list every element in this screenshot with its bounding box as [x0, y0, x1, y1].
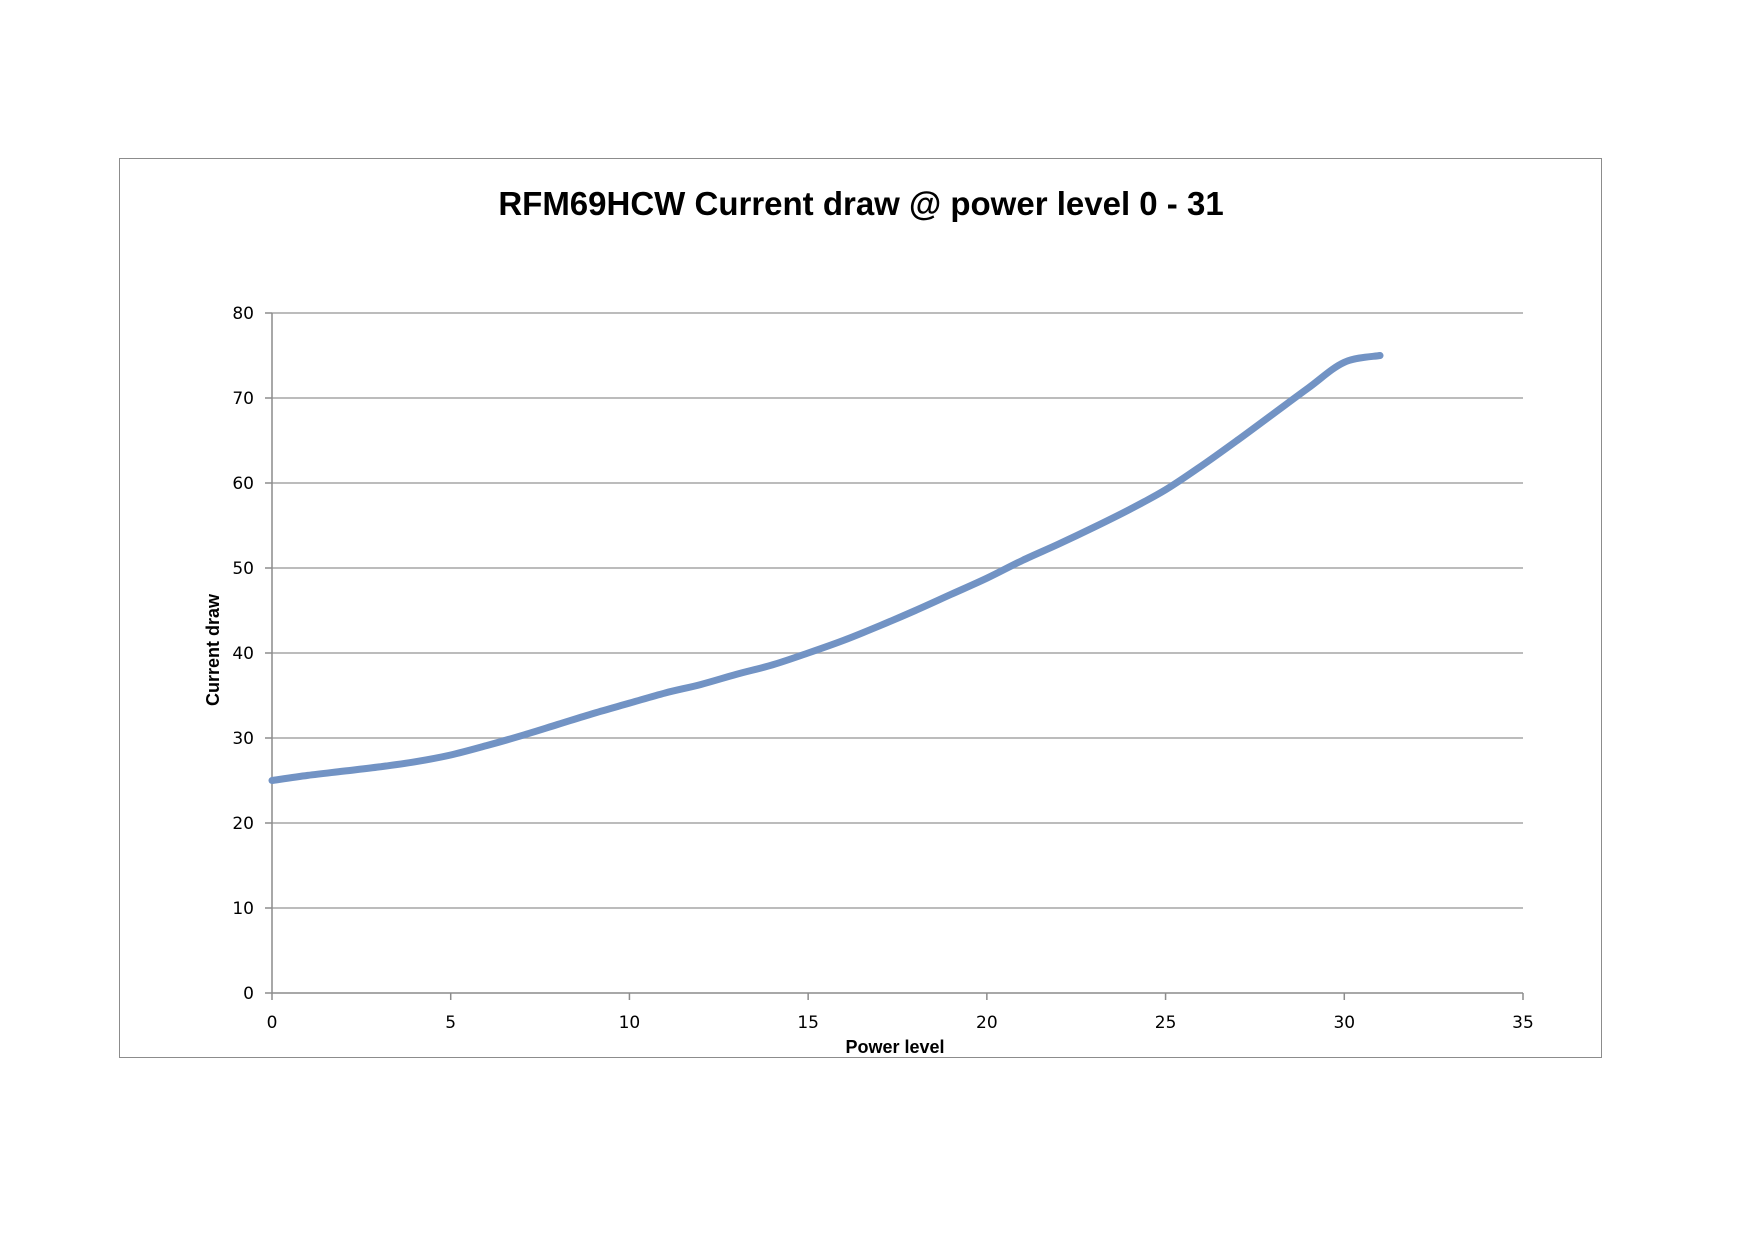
x-axis-label: Power level — [845, 1037, 944, 1057]
series-layer — [268, 352, 1384, 784]
axes — [265, 312, 1524, 1000]
x-tick-label-15: 15 — [797, 1013, 819, 1033]
y-tick-label-60: 60 — [232, 474, 254, 494]
y-tick-label-50: 50 — [232, 559, 254, 579]
y-tick-label-0: 0 — [243, 984, 254, 1004]
tick-labels: 0 10 20 30 40 50 60 70 80 0 5 10 15 20 25 30 35 — [232, 304, 1533, 1033]
y-tick-label-20: 20 — [232, 814, 254, 834]
x-tick-label-5: 5 — [445, 1013, 456, 1033]
y-tick-label-40: 40 — [232, 644, 254, 664]
y-tick-label-10: 10 — [232, 899, 254, 919]
x-tick-label-0: 0 — [267, 1013, 278, 1033]
x-tick-label-25: 25 — [1155, 1013, 1177, 1033]
x-tick-label-30: 30 — [1333, 1013, 1355, 1033]
gridlines — [272, 312, 1523, 909]
series-line-0 — [268, 352, 1384, 784]
x-tick-label-10: 10 — [619, 1013, 641, 1033]
y-tick-label-30: 30 — [232, 729, 254, 749]
y-tick-label-70: 70 — [232, 389, 254, 409]
y-tick-label-80: 80 — [232, 304, 254, 324]
x-tick-label-20: 20 — [976, 1013, 998, 1033]
chart-title: RFM69HCW Current draw @ power level 0 - … — [498, 185, 1223, 222]
x-tick-label-35: 35 — [1512, 1013, 1534, 1033]
y-axis-label: Current draw — [203, 593, 223, 706]
